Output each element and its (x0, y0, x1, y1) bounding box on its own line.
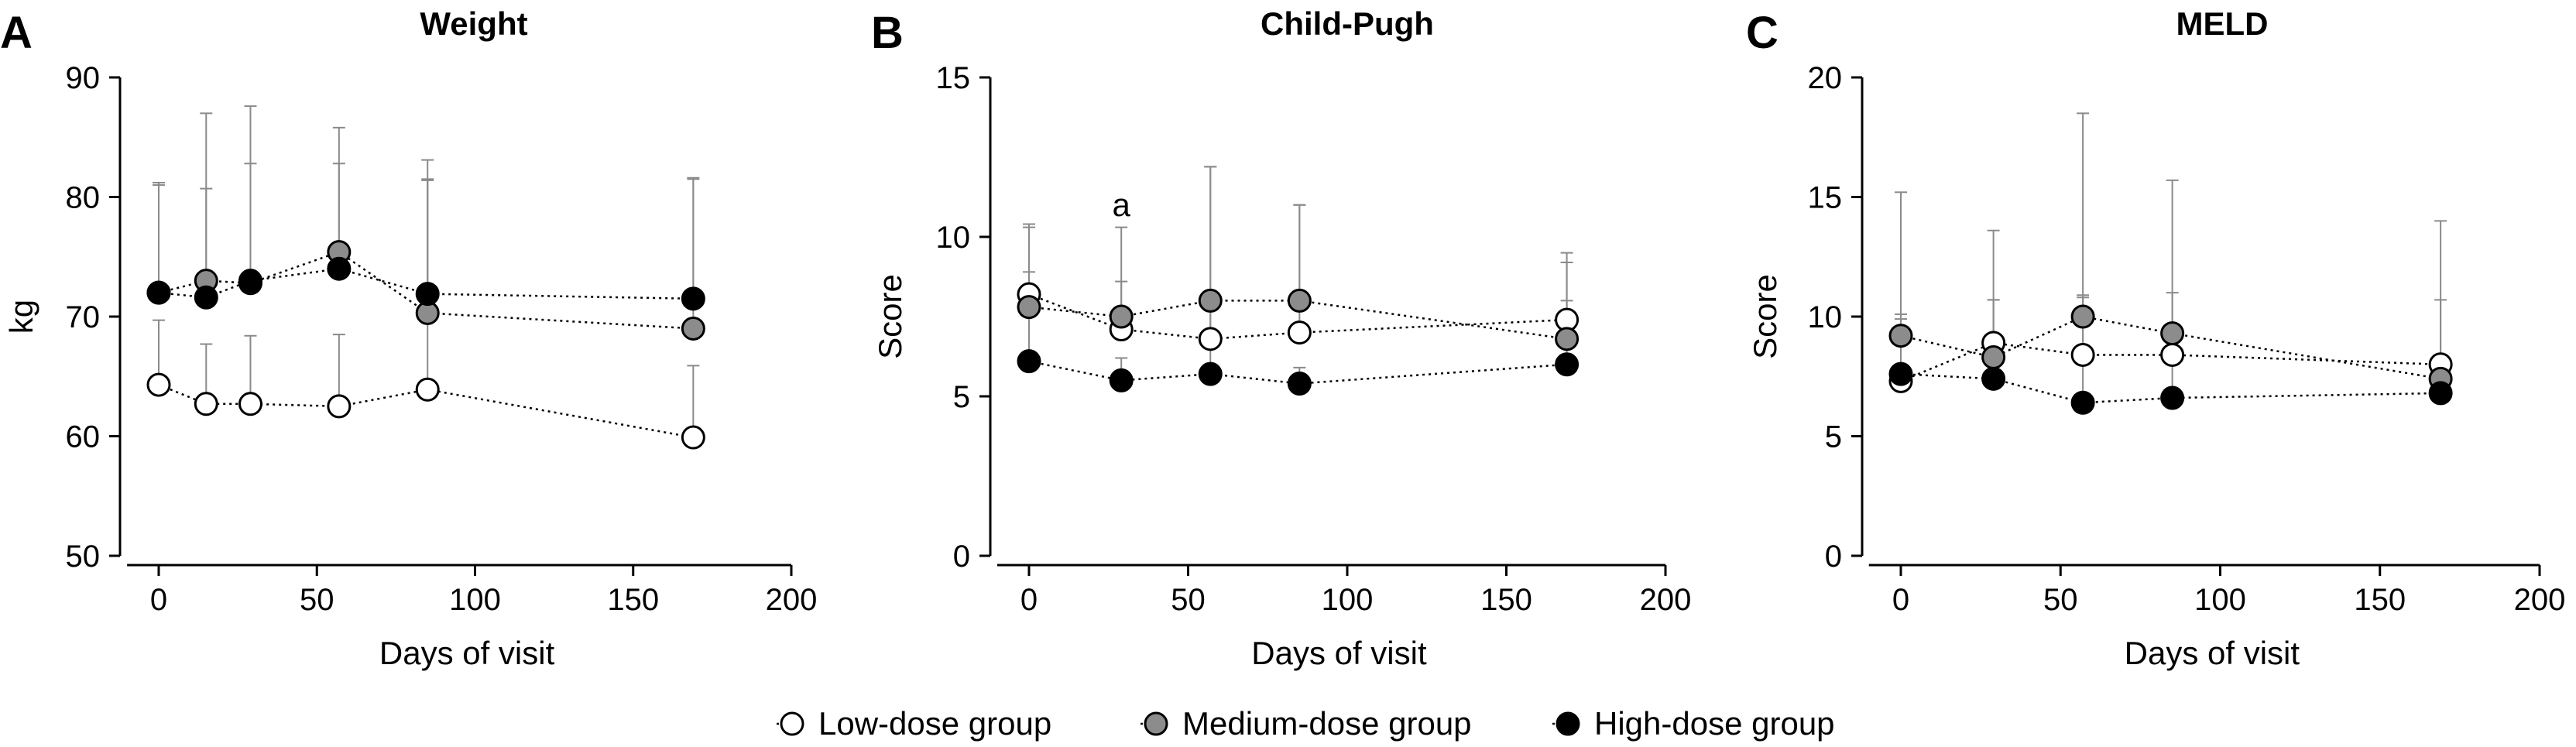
y-tick-label: 70 (66, 300, 101, 334)
x-tick-label: 50 (2043, 583, 2078, 617)
x-tick-label: 100 (449, 583, 501, 617)
series-line-high (1028, 360, 1567, 385)
point-high (194, 285, 218, 310)
point-low (327, 394, 352, 419)
y-tick-label: 60 (66, 420, 101, 454)
panel-title: Child-Pugh (1261, 5, 1434, 42)
legend-label-high: High-dose group (1594, 705, 1835, 742)
y-tick-label: 15 (1808, 181, 1843, 215)
series-line-low (1028, 293, 1567, 341)
legend-marker-high (1556, 711, 1580, 736)
x-tick-label: 200 (2514, 583, 2566, 617)
y-tick-label: 50 (66, 540, 101, 574)
point-low (2070, 342, 2095, 367)
x-tick-label: 150 (607, 583, 659, 617)
point-low (1287, 320, 1312, 345)
point-high (1888, 362, 1913, 386)
y-tick-label: 20 (1808, 61, 1843, 95)
y-axis-title: Score (1747, 274, 1783, 359)
y-tick-label: 90 (66, 61, 101, 95)
x-tick-label: 150 (2354, 583, 2406, 617)
y-axis-title: Score (872, 274, 908, 359)
x-tick-label: 100 (2194, 583, 2246, 617)
point-high (1555, 352, 1580, 377)
y-axis-title: kg (3, 300, 39, 334)
panel-weight: A Weight 50 60 70 80 90 0 50 100 150 200 Days of vis… (0, 5, 817, 671)
point-medium (2070, 304, 2095, 329)
point-high (1017, 349, 1041, 374)
point-high (146, 280, 171, 305)
point-high (1109, 368, 1134, 392)
x-tick-label: 200 (766, 583, 818, 617)
point-high (2428, 381, 2453, 406)
point-low (415, 377, 440, 402)
y-tick-label: 5 (1825, 420, 1842, 454)
point-medium (1981, 345, 2006, 370)
y-tick-label: 5 (953, 380, 970, 414)
point-high (1981, 366, 2006, 391)
point-medium (1888, 324, 1913, 348)
legend-marker-low (780, 711, 804, 736)
point-low (681, 425, 705, 450)
point-medium (1555, 327, 1580, 351)
point-low (146, 372, 171, 397)
panel-title: Weight (420, 5, 527, 42)
panel-letter: B (871, 8, 904, 58)
x-tick-label: 0 (150, 583, 167, 617)
y-tick-label: 10 (1808, 300, 1843, 334)
point-low (2160, 342, 2185, 367)
x-tick-label: 100 (1322, 583, 1374, 617)
legend-label-low: Low-dose group (818, 705, 1051, 742)
point-medium (1017, 295, 1041, 320)
x-axis-title: Days of visit (379, 635, 555, 671)
point-medium (1287, 288, 1312, 313)
x-tick-label: 0 (1892, 583, 1909, 617)
legend-marker-medium (1144, 711, 1168, 736)
panel-letter: C (1746, 8, 1779, 58)
panel-letter: A (0, 8, 33, 58)
x-tick-label: 0 (1020, 583, 1038, 617)
point-medium (1198, 288, 1223, 313)
legend: Low-dose group Medium-dose group High-dose… (777, 705, 1835, 742)
x-axis-title: Days of visit (1251, 635, 1427, 671)
y-tick-label: 15 (936, 61, 971, 95)
point-low (194, 392, 218, 416)
point-medium (1109, 304, 1134, 329)
point-low (238, 392, 262, 416)
point-high (1287, 372, 1312, 396)
y-tick-label: 0 (953, 540, 970, 574)
y-tick-label: 10 (936, 221, 971, 255)
point-high (681, 286, 705, 311)
x-axis-title: Days of visit (2125, 635, 2300, 671)
x-tick-label: 200 (1640, 583, 1692, 617)
legend-label-medium: Medium-dose group (1182, 705, 1472, 742)
panel-title: MELD (2176, 5, 2269, 42)
y-tick-label: 80 (66, 181, 101, 215)
point-medium (2160, 321, 2185, 346)
point-high (415, 282, 440, 307)
y-tick-label: 0 (1825, 540, 1842, 574)
point-high (1198, 362, 1223, 386)
point-high (2070, 390, 2095, 415)
point-medium (681, 316, 705, 341)
point-high (238, 269, 262, 293)
point-low (1198, 327, 1223, 351)
x-tick-label: 150 (1480, 583, 1532, 617)
x-tick-label: 50 (300, 583, 334, 617)
point-high (327, 256, 352, 281)
annotation-text: a (1113, 187, 1131, 223)
x-tick-label: 50 (1171, 583, 1206, 617)
point-high (2160, 385, 2185, 410)
